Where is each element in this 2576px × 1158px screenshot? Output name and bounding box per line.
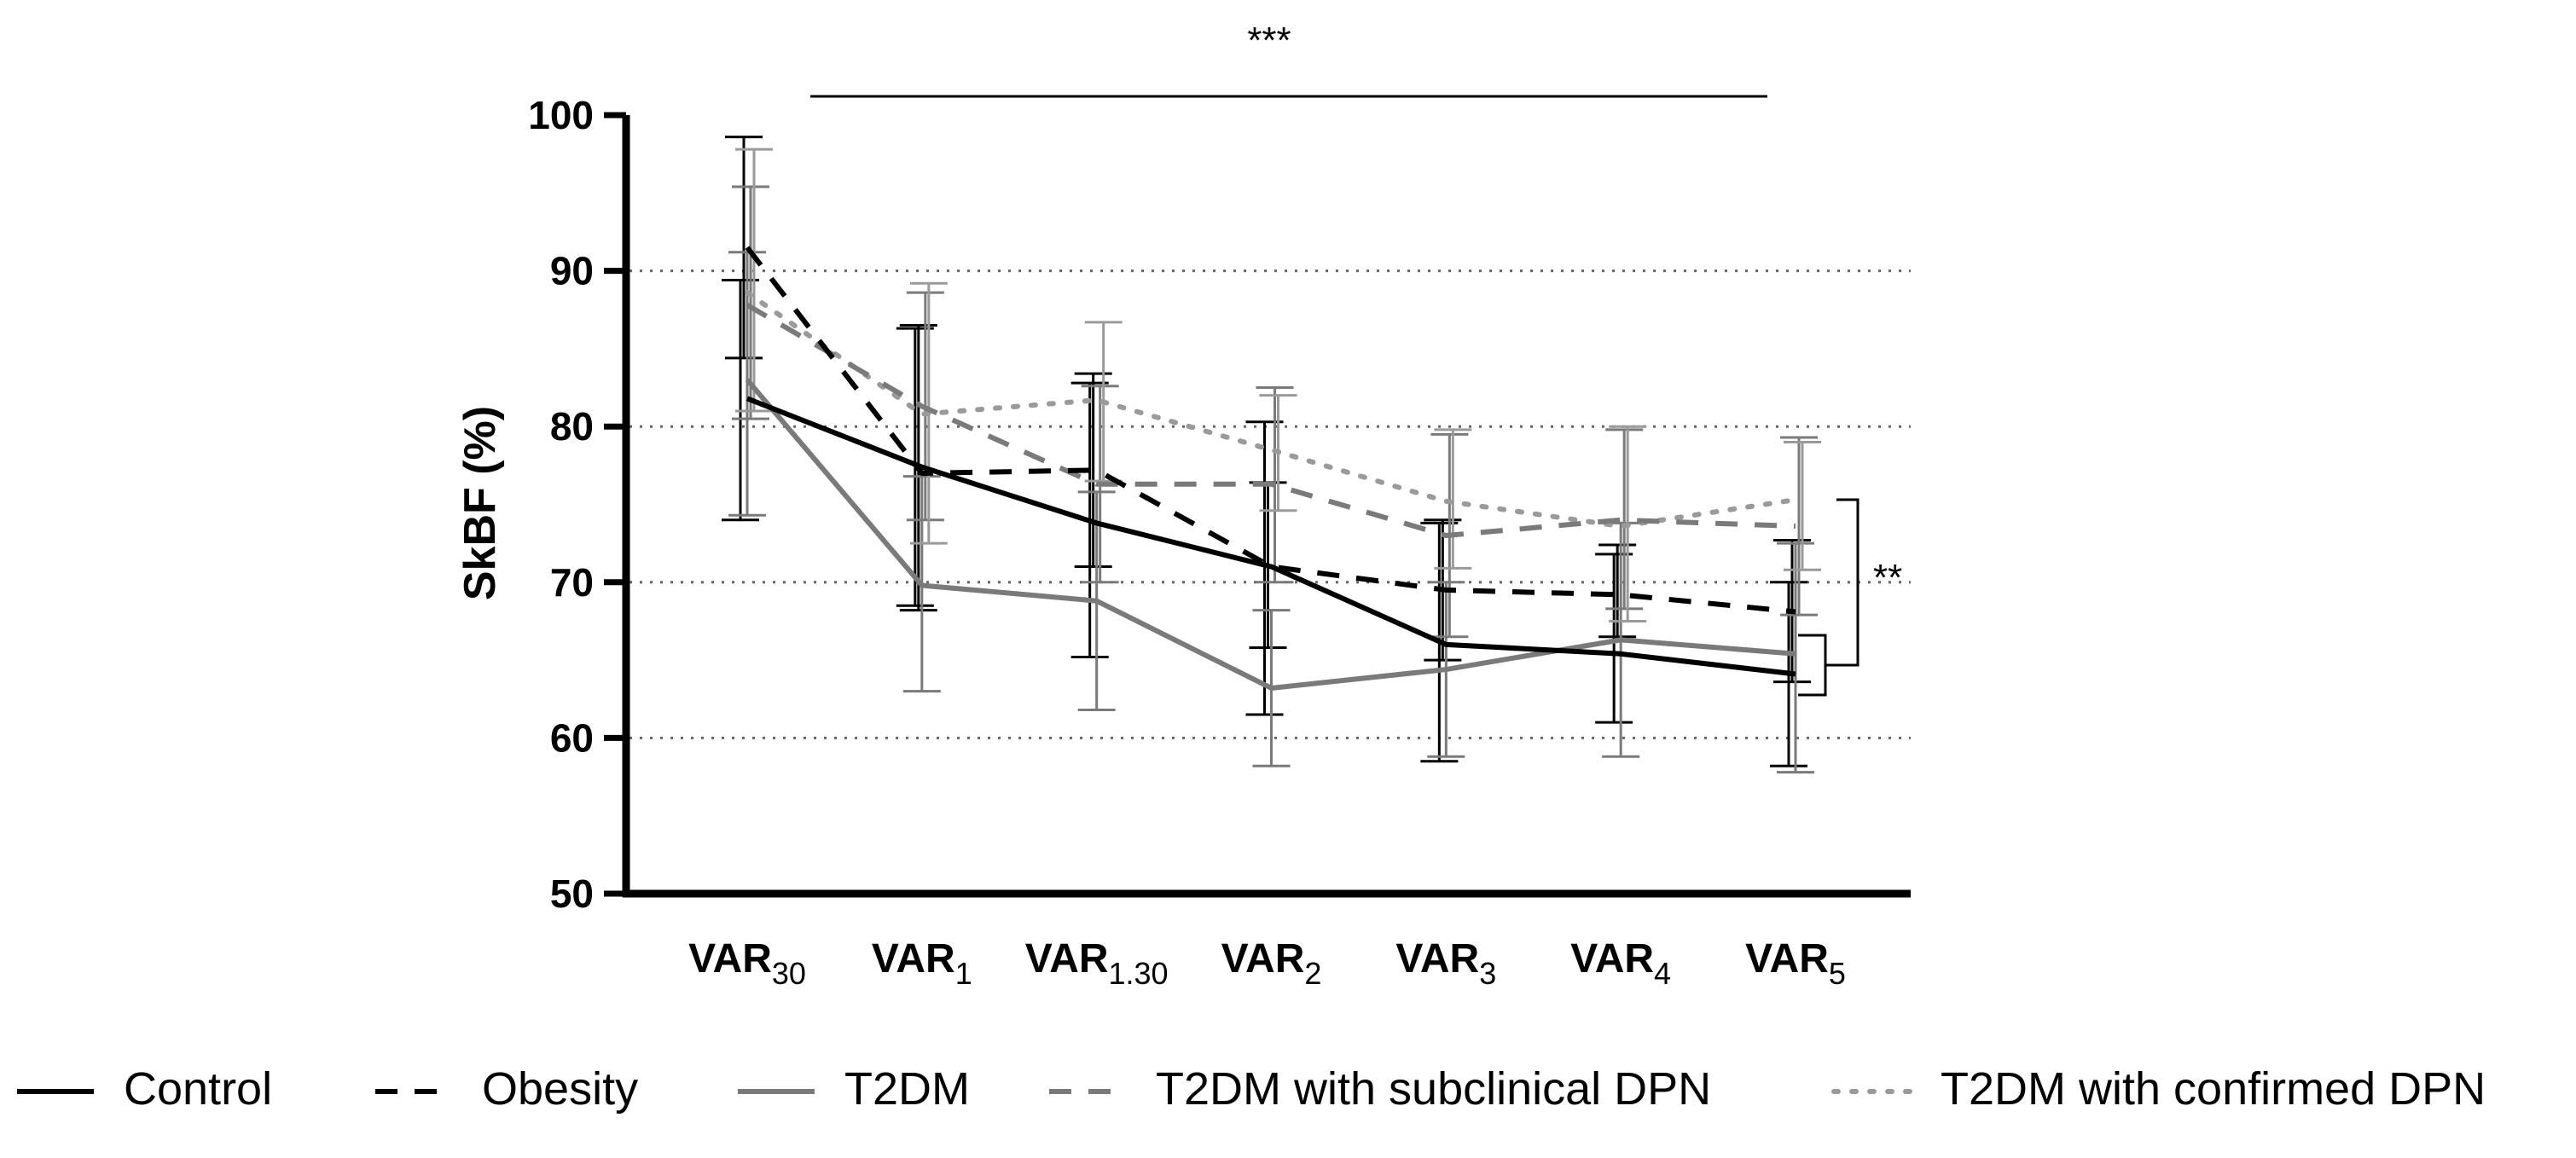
series-line-t2dm-with-subclinical-dpn [746, 303, 1796, 539]
x-tick-label-1: VAR1 [872, 936, 972, 991]
x-tick-label-2: VAR1.30 [1025, 936, 1169, 991]
legend-label: T2DM with confirmed DPN [1941, 1063, 2486, 1115]
legend-item-2: T2DM [738, 1063, 970, 1115]
y-tick-label-90: 90 [550, 249, 594, 293]
legend-item-3: T2DM with subclinical DPN [1049, 1063, 1711, 1115]
y-tick-label-100: 100 [528, 93, 594, 137]
bracket-outer [1825, 498, 1859, 667]
legend-label: T2DM with subclinical DPN [1156, 1063, 1711, 1115]
axes [622, 115, 1911, 898]
series-lines [745, 246, 1798, 691]
error-bar-1-0 [725, 136, 763, 360]
x-tick-label-0: VAR30 [688, 936, 806, 991]
x-tick-label-3: VAR2 [1221, 936, 1322, 991]
y-tick-label-70: 70 [550, 560, 594, 605]
series-line-t2dm-with-confirmed-dpn [745, 290, 1798, 530]
significance-bracket-right [1798, 498, 1859, 697]
significance-label-top: *** [1247, 20, 1291, 61]
x-tick-label-4: VAR3 [1395, 936, 1496, 991]
legend-label: Obesity [482, 1063, 638, 1115]
legend-item-0: Control [17, 1063, 272, 1115]
y-ticks: 50 60 70 80 90 100 [528, 93, 626, 916]
y-tick-label-50: 50 [550, 871, 594, 916]
x-tick-labels: VAR30 VAR1 VAR1.30 VAR2 VAR3 VAR4 VAR5 [688, 936, 1846, 991]
legend-label: T2DM [844, 1063, 970, 1115]
error-bar-1-5 [1598, 543, 1637, 639]
error-bar-1-2 [1074, 372, 1112, 569]
error-bar-3-5 [1605, 428, 1644, 611]
y-axis-label: SkBF (%) [455, 406, 505, 600]
legend-item-1: Obesity [375, 1063, 638, 1115]
error-bar-2-6 [1777, 541, 1814, 774]
series-line-t2dm [745, 378, 1796, 691]
error-bar-3-6 [1780, 436, 1818, 617]
significance-label-right: ** [1873, 557, 1902, 599]
significance-annotations: ***** [810, 20, 1902, 697]
legend: Control Obesity T2DM T2DM with subclinical … [17, 1063, 2486, 1115]
x-tick-label-6: VAR5 [1745, 936, 1846, 991]
y-tick-label-80: 80 [550, 404, 594, 449]
x-tick-label-5: VAR4 [1570, 936, 1671, 991]
y-tick-label-60: 60 [550, 715, 594, 760]
bracket-inner [1798, 634, 1827, 697]
legend-item-4: T2DM with confirmed DPN [1831, 1063, 2486, 1115]
error-bar-4-4 [1434, 428, 1472, 570]
error-bar-4-6 [1784, 440, 1821, 571]
error-bar-4-0 [735, 148, 773, 413]
series-line-obesity [745, 246, 1796, 615]
legend-label: Control [124, 1063, 272, 1115]
series-line-control [746, 396, 1796, 677]
